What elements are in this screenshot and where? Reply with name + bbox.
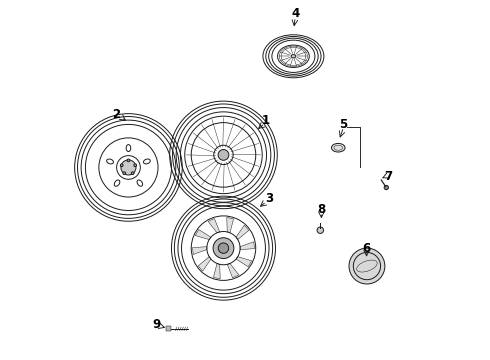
Polygon shape bbox=[198, 257, 211, 271]
Text: 4: 4 bbox=[291, 8, 299, 21]
Ellipse shape bbox=[291, 55, 296, 58]
Polygon shape bbox=[240, 242, 254, 249]
Circle shape bbox=[213, 238, 234, 258]
Circle shape bbox=[123, 172, 125, 175]
Polygon shape bbox=[236, 225, 249, 239]
Circle shape bbox=[317, 227, 323, 233]
Circle shape bbox=[134, 164, 137, 167]
Polygon shape bbox=[166, 326, 172, 331]
Circle shape bbox=[349, 248, 385, 284]
Circle shape bbox=[121, 164, 123, 167]
Text: 3: 3 bbox=[265, 192, 273, 205]
Polygon shape bbox=[236, 257, 252, 267]
Circle shape bbox=[218, 243, 229, 253]
Text: 8: 8 bbox=[317, 203, 325, 216]
Polygon shape bbox=[195, 230, 211, 239]
Polygon shape bbox=[208, 219, 220, 233]
Text: 1: 1 bbox=[262, 114, 270, 127]
Text: 9: 9 bbox=[152, 318, 160, 331]
Text: 6: 6 bbox=[363, 242, 371, 255]
Circle shape bbox=[218, 149, 229, 160]
Text: 7: 7 bbox=[384, 170, 392, 183]
Circle shape bbox=[127, 159, 130, 162]
Circle shape bbox=[121, 160, 136, 175]
Ellipse shape bbox=[331, 143, 345, 152]
Polygon shape bbox=[193, 247, 207, 255]
Polygon shape bbox=[214, 264, 220, 279]
Polygon shape bbox=[227, 264, 239, 278]
Polygon shape bbox=[227, 217, 234, 233]
Text: 5: 5 bbox=[340, 118, 348, 131]
Text: 2: 2 bbox=[113, 108, 121, 121]
Circle shape bbox=[384, 185, 389, 190]
Circle shape bbox=[131, 172, 134, 175]
